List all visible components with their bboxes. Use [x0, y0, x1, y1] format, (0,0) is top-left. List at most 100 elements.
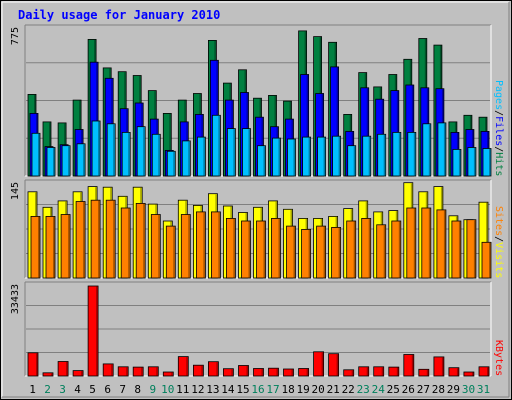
- legend-item: Files: [493, 116, 504, 146]
- bar-shade: [158, 134, 160, 176]
- bar-pages-day-26: [407, 131, 417, 177]
- bar-pages-day-5: [91, 120, 101, 177]
- bar-sites-day-27: [421, 207, 432, 279]
- bar-pages-day-1: [31, 132, 41, 177]
- x-tick-label-day-20: 20: [311, 383, 324, 396]
- bar-pages-day-16: [257, 145, 266, 177]
- panel-legend: Sites/Visits: [493, 206, 504, 278]
- bar-shade: [353, 146, 356, 176]
- x-tick-label-day-15: 15: [236, 383, 249, 396]
- x-tick-label-day-5: 5: [89, 383, 96, 396]
- bar-pages-day-14: [226, 128, 236, 177]
- bar-shade: [293, 226, 295, 278]
- bar-pages-day-22: [347, 145, 357, 177]
- bar-shade: [203, 137, 205, 176]
- bar-pages-day-31: [482, 148, 492, 177]
- bar-pages-day-19: [302, 136, 312, 177]
- legend-item: Sites: [493, 206, 504, 236]
- bar-shade: [203, 212, 205, 278]
- bar-shade: [83, 202, 85, 278]
- panel-legend: Pages/Files/Hits: [493, 80, 504, 176]
- bar-shade: [98, 121, 100, 176]
- chart-title: Daily usage for January 2010: [18, 8, 220, 22]
- bar-shade: [218, 115, 220, 176]
- bar-pages-day-9: [151, 133, 161, 177]
- bar-shade: [156, 367, 158, 376]
- bar-pages-day-18: [287, 138, 296, 177]
- bar-kbytes-day-9: [147, 366, 159, 377]
- bar-sites-day-24: [376, 224, 387, 279]
- x-tick-label-day-16: 16: [251, 383, 264, 396]
- x-tick-label-day-2: 2: [44, 383, 51, 396]
- bar-shade: [458, 221, 461, 278]
- x-tick-label-day-29: 29: [447, 383, 460, 396]
- bar-pages-day-25: [392, 131, 402, 177]
- x-tick-label-day-10: 10: [161, 383, 174, 396]
- legend-item: /: [493, 110, 504, 116]
- bar-sites-day-2: [45, 215, 56, 279]
- bar-kbytes-day-30: [463, 371, 475, 377]
- bar-kbytes-day-20: [313, 351, 325, 377]
- bar-shade: [53, 216, 55, 278]
- bar-shade: [306, 75, 309, 176]
- x-tick-label-day-21: 21: [327, 383, 340, 396]
- bar-pages-day-7: [121, 131, 131, 177]
- bar-shade: [323, 137, 326, 176]
- panel-kbytes: 33433 KBytes: [10, 281, 504, 377]
- x-tick-label-day-12: 12: [191, 383, 204, 396]
- bar-sites-day-7: [120, 207, 131, 279]
- bar-shade: [428, 124, 431, 176]
- bar-shade: [487, 367, 489, 376]
- bar-shade: [141, 367, 143, 376]
- bar-sites-day-19: [301, 228, 312, 279]
- bar-sites-day-23: [361, 217, 372, 279]
- bar-kbytes-day-11: [177, 356, 189, 377]
- bar-shade: [113, 124, 115, 176]
- bar-shade: [231, 369, 233, 376]
- bar-pages-day-4: [76, 143, 86, 177]
- bar-shade: [336, 354, 339, 376]
- bar-shade: [83, 144, 85, 176]
- x-tick-label-day-27: 27: [417, 383, 430, 396]
- legend-item: /: [493, 236, 504, 242]
- chart-panels: 775Pages/Files/Hits145Sites/Visits33433K…: [10, 24, 504, 377]
- bar-pages-day-2: [46, 147, 56, 177]
- x-tick-label-day-7: 7: [119, 383, 126, 396]
- bar-shade: [36, 353, 38, 376]
- bar-shade: [128, 208, 130, 278]
- bar-shade: [233, 218, 235, 278]
- bar-sites-day-1: [30, 215, 41, 279]
- x-tick-label-day-3: 3: [59, 383, 66, 396]
- bar-shade: [366, 367, 369, 376]
- bar-kbytes-day-28: [433, 356, 445, 377]
- bar-sites-day-28: [436, 209, 447, 279]
- bar-pages-day-6: [106, 123, 116, 177]
- bar-shade: [323, 226, 326, 278]
- bar-shade: [261, 369, 263, 376]
- bar-shade: [188, 215, 190, 278]
- bar-kbytes-day-24: [373, 366, 385, 377]
- bar-shade: [306, 369, 309, 376]
- bar-shade: [278, 218, 280, 278]
- bar-shade: [366, 88, 369, 176]
- x-tick-label-day-22: 22: [342, 383, 355, 396]
- bar-shade: [263, 146, 265, 176]
- bar-sites-day-13: [210, 211, 221, 279]
- x-tick-label-day-8: 8: [134, 383, 141, 396]
- bar-shade: [98, 200, 100, 278]
- bar-sites-day-26: [406, 207, 417, 279]
- bar-kbytes-day-23: [358, 366, 370, 377]
- bar-shade: [308, 137, 311, 176]
- bar-shade: [396, 367, 399, 376]
- x-tick-label-day-30: 30: [462, 383, 475, 396]
- bar-pages-day-8: [136, 126, 146, 177]
- bar-kbytes-day-1: [27, 352, 39, 377]
- bar-shade: [158, 215, 160, 278]
- x-tick-label-day-6: 6: [104, 383, 111, 396]
- bar-shade: [428, 208, 431, 278]
- bar-shade: [248, 221, 250, 278]
- bar-shade: [216, 362, 218, 376]
- bar-shade: [81, 371, 83, 376]
- bar-kbytes-day-7: [117, 366, 129, 377]
- bar-sites-day-14: [225, 217, 236, 279]
